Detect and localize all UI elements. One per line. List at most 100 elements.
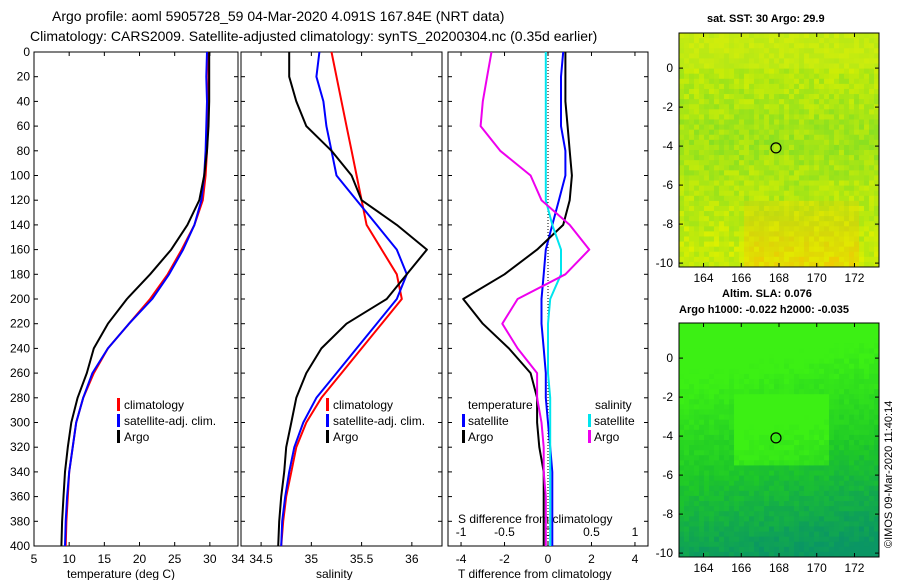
map-cell — [699, 506, 705, 512]
map-cell — [739, 343, 745, 349]
map-cell — [694, 470, 700, 477]
map-cell — [704, 94, 710, 100]
map-cell — [774, 256, 780, 263]
map-cell — [859, 251, 865, 258]
map-cell — [689, 429, 695, 436]
map-cell — [764, 419, 770, 426]
map-cell — [754, 53, 760, 59]
map-cell — [729, 480, 735, 487]
map-cell — [814, 470, 820, 477]
map-cell — [684, 104, 690, 110]
map-cell — [864, 88, 870, 95]
map-cell — [704, 333, 710, 339]
map-cell — [729, 88, 735, 95]
map-cell — [844, 333, 850, 339]
map-cell — [709, 541, 715, 548]
map-cell — [874, 506, 880, 512]
map-cell — [784, 170, 790, 176]
map-cell — [794, 373, 800, 380]
map-cell — [804, 526, 810, 532]
map-cell — [729, 455, 735, 461]
map-cell — [749, 124, 755, 131]
map-cell — [819, 63, 825, 70]
map-cell — [689, 475, 695, 482]
map-cell — [819, 450, 825, 456]
map-cell — [779, 378, 785, 385]
map-cell — [764, 246, 770, 253]
map-cell — [729, 460, 735, 466]
map-cell — [834, 490, 840, 497]
map-cell — [734, 205, 740, 212]
map-cell — [744, 33, 750, 39]
map-cell — [719, 180, 725, 187]
map-cell — [834, 343, 840, 349]
map-cell — [769, 480, 775, 487]
map-cell — [799, 139, 805, 146]
map-cell — [699, 216, 705, 222]
map-cell — [684, 323, 690, 329]
map-cell — [809, 241, 815, 248]
map-cell — [764, 551, 770, 558]
map-cell — [854, 485, 860, 492]
map-cell — [859, 144, 865, 151]
map-cell — [839, 129, 845, 136]
map-cell — [754, 99, 760, 105]
map-cell — [744, 180, 750, 187]
map-cell — [694, 353, 700, 360]
map-cell — [719, 195, 725, 202]
map-cell — [759, 43, 765, 49]
map-cell — [834, 216, 840, 222]
map-cell — [859, 221, 865, 227]
map-cell — [784, 185, 790, 192]
map-cell — [779, 501, 785, 507]
map-cell — [764, 495, 770, 502]
map-cell — [794, 506, 800, 512]
map-cell — [709, 114, 715, 120]
map-cell — [734, 424, 740, 431]
map-cell — [769, 78, 775, 85]
map-cell — [854, 328, 860, 334]
map-cell — [769, 200, 775, 207]
map-cell — [844, 150, 850, 156]
map-cell — [679, 129, 685, 136]
map-cell — [804, 323, 810, 329]
map-cell — [729, 246, 735, 253]
map-cell — [824, 338, 830, 344]
map-cell — [779, 144, 785, 151]
map-cell — [724, 333, 730, 339]
map-cell — [864, 246, 870, 253]
map-cell — [759, 353, 765, 360]
map-cell — [729, 78, 735, 85]
map-cell — [799, 445, 805, 451]
map-cell — [774, 399, 780, 405]
map-cell — [824, 475, 830, 482]
map-cell — [764, 88, 770, 95]
map-cell — [744, 114, 750, 120]
map-cell — [744, 348, 750, 354]
x2-tick-label: -1 — [456, 525, 467, 539]
map-cell — [869, 485, 875, 492]
x-tick-label: 34.5 — [249, 552, 273, 566]
map-cell — [799, 241, 805, 248]
map-cell — [819, 216, 825, 222]
map-cell — [749, 221, 755, 227]
map-cell — [789, 160, 795, 166]
map-cell — [759, 104, 765, 110]
map-cell — [839, 185, 845, 192]
map-cell — [864, 445, 870, 451]
map-cell — [714, 363, 720, 370]
map-cell — [859, 343, 865, 349]
map-cell — [849, 429, 855, 436]
map-cell — [864, 58, 870, 64]
map-cell — [844, 399, 850, 405]
map-cell — [694, 119, 700, 125]
map-cell — [764, 490, 770, 497]
map-cell — [784, 536, 790, 543]
map-cell — [844, 190, 850, 197]
map-cell — [679, 470, 685, 477]
map-cell — [854, 511, 860, 517]
map-cell — [789, 328, 795, 334]
map-cell — [744, 440, 750, 446]
map-cell — [824, 501, 830, 507]
map-cell — [704, 531, 710, 538]
